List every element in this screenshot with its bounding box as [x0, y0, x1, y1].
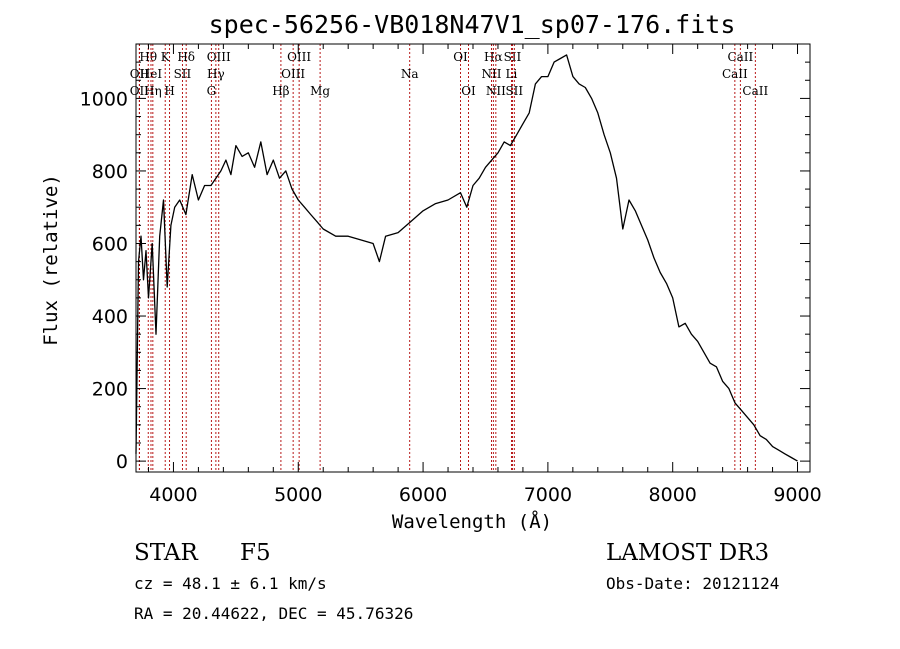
y-tick-label: 0 [116, 451, 128, 473]
y-tick-label: 600 [92, 233, 128, 255]
line-label-27: CaII [742, 84, 768, 98]
x-tick-label: 9000 [773, 484, 821, 506]
x-tick-label: 4000 [149, 484, 197, 506]
line-label-8: Hδ [177, 50, 195, 64]
y-axis-label: Flux (relative) [40, 174, 62, 346]
line-label-9: OIII [207, 50, 231, 64]
x-tick-label: 8000 [649, 484, 697, 506]
line-label-3: HeI [140, 67, 163, 81]
line-label-5: K [161, 50, 171, 64]
line-label-25: CaII [727, 50, 753, 64]
survey-name: LAMOST DR3 [606, 540, 769, 566]
y-tick-label: 200 [92, 379, 128, 401]
line-label-15: Mg [310, 84, 330, 98]
line-label-26: CaII [722, 67, 748, 81]
line-label-2: OII [130, 67, 150, 81]
line-label-4: Hη [144, 84, 162, 98]
line-label-12: Hβ [272, 84, 289, 98]
obs-date: Obs-Date: 20121124 [606, 574, 779, 593]
line-label-6: H [164, 84, 174, 98]
line-label-7: SII [174, 67, 192, 81]
line-label-1: Hθ [139, 50, 157, 64]
y-tick-label: 400 [92, 306, 128, 328]
x-axis-label: Wavelength (Å) [392, 510, 552, 533]
object-subclass: F5 [240, 540, 271, 566]
y-tick-label: 1000 [80, 88, 128, 110]
line-label-18: OI [461, 84, 476, 98]
line-label-21: NII [486, 84, 506, 98]
line-label-14: OIII [281, 67, 305, 81]
axes: 4000 5000 6000 7000 8000 9000 0 200 400 600 800 100… [80, 43, 822, 506]
redshift-text: cz = 48.1 ± 6.1 km/s [134, 574, 327, 593]
line-label-0: OII [130, 84, 150, 98]
line-label-13: OIII [287, 50, 311, 64]
line-label-11: G [207, 84, 217, 98]
line-label-22: SII [504, 50, 522, 64]
plot-frame [135, 43, 811, 473]
x-tick-label: 5000 [274, 484, 322, 506]
line-label-17: OI [453, 50, 468, 64]
spectrum-series [135, 54, 798, 462]
series-line-0 [135, 54, 798, 462]
chart-title: spec-56256-VB018N47V1_sp07-176.fits [209, 10, 736, 39]
coordinates: RA = 20.44622, DEC = 45.76326 [134, 604, 413, 623]
object-class: STAR [134, 540, 198, 566]
line-label-10: Hγ [207, 67, 225, 81]
line-label-16: Na [401, 67, 419, 81]
x-tick-label: 6000 [399, 484, 447, 506]
x-tick-label: 7000 [524, 484, 572, 506]
y-tick-label: 800 [92, 161, 128, 183]
line-label-24: SII [505, 84, 523, 98]
line-label-23: Li [506, 67, 518, 81]
line-label-20: NII [481, 67, 501, 81]
line-label-19: Hα [484, 50, 503, 64]
